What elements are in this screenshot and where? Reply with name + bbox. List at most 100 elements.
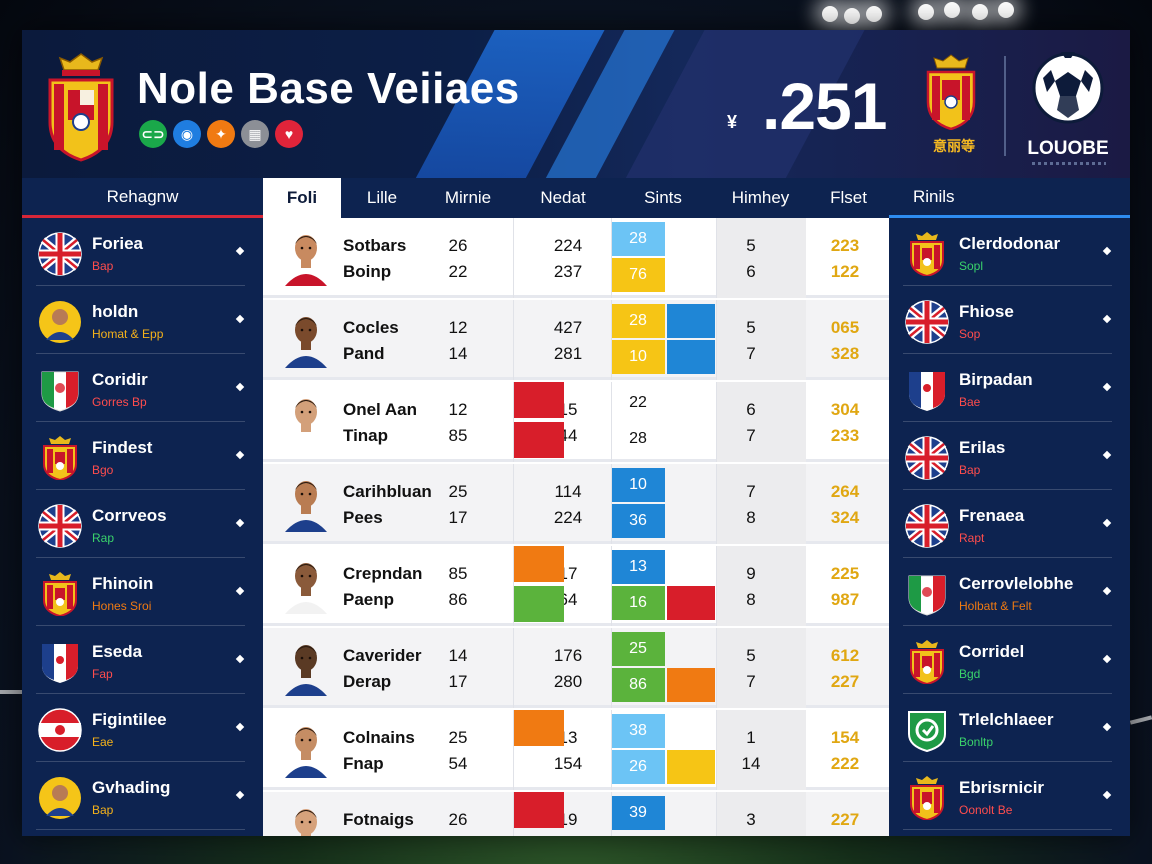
table-row[interactable]: Sotbars Boinp 26 22 224 237 5 6 223 122 28 76 [263, 218, 889, 298]
stat-block-right [667, 750, 715, 784]
left_list-item[interactable]: Figintilee Eae [22, 694, 263, 762]
expand-icon[interactable] [1102, 790, 1112, 800]
football-logo-icon[interactable] [1031, 48, 1105, 130]
stat-c: 7 [746, 426, 756, 445]
expand-icon[interactable] [235, 314, 245, 324]
column-divider [716, 546, 717, 626]
left_list-item[interactable]: Foriea Bap [22, 218, 263, 286]
expand-icon[interactable] [235, 586, 245, 596]
fire-icon[interactable]: ✦ [207, 120, 235, 148]
tab-sints[interactable]: Sints [644, 188, 682, 207]
right_list-item[interactable]: Trlelchlaeer Bonltp [889, 694, 1130, 762]
expand-icon[interactable] [1102, 382, 1112, 392]
right_list-item[interactable]: Ebrisrnicir Oonolt Be [889, 762, 1130, 830]
stat-d: 328 [830, 344, 860, 363]
expand-icon[interactable] [1102, 246, 1112, 256]
table-row[interactable]: Cocles Pand 12 14 427 281 5 7 065 328 28 10 [263, 300, 889, 380]
right_list-item[interactable]: Clerdodonar Sopl [889, 218, 1130, 286]
stat-block-right [667, 586, 715, 620]
stat-b: 114 [554, 482, 582, 501]
team-subtitle: Hones Sroi [92, 599, 152, 613]
tab-foli[interactable]: Foli [263, 178, 341, 218]
expand-icon[interactable] [1102, 654, 1112, 664]
table-row[interactable]: Fotnaigs 26 19 3 227 39 [263, 792, 889, 836]
right_list-item[interactable]: Corridel Bgd [889, 626, 1130, 694]
crest-caption: 意丽等 [933, 138, 975, 154]
stat-block: 10 [611, 340, 665, 374]
right_list-item[interactable]: Frenaea Rapt [889, 490, 1130, 558]
expand-icon[interactable] [1102, 518, 1112, 528]
right_list-item[interactable]: Erilas Bap [889, 422, 1130, 490]
link-icon[interactable]: ⊂⊃ [139, 120, 167, 148]
team-subtitle: Bap [92, 803, 114, 817]
left_list-item[interactable]: Eseda Fap [22, 626, 263, 694]
right_list-item[interactable]: Cerrovlelobhe Holbatt & Felt [889, 558, 1130, 626]
tab-nedat[interactable]: Nedat [540, 188, 586, 207]
column-header-bar: Rehagnw Foli Lille Mirnie Nedat Sints Himhey F… [22, 178, 1130, 218]
expand-icon[interactable] [235, 790, 245, 800]
team-name: Trlelchlaeer [959, 710, 1054, 729]
stat-block: 16 [611, 586, 665, 620]
stat-a: 12 [448, 318, 468, 337]
divider [1004, 56, 1006, 156]
crest-icon [910, 640, 944, 684]
expand-icon[interactable] [235, 382, 245, 392]
right_list-item[interactable]: Fhiose Sop [889, 286, 1130, 354]
globe-icon[interactable]: ◉ [173, 120, 201, 148]
left-list-header[interactable]: Rehagnw [22, 178, 263, 218]
left_list-item[interactable]: Gvhading Bap [22, 762, 263, 830]
right-list-header[interactable]: Rinils [889, 178, 1130, 218]
player-name: Colnains [343, 728, 415, 747]
team-name: Clerdodonar [959, 234, 1061, 253]
expand-icon[interactable] [235, 722, 245, 732]
green-badge-icon [908, 711, 946, 752]
stat-a: 85 [448, 564, 468, 583]
player-position: Pees [343, 508, 383, 527]
tab-himhey[interactable]: Himhey [731, 188, 790, 207]
table-row[interactable]: Colnains Fnap 25 54 13 154 1 14 154 222 38 26 [263, 710, 889, 790]
main-column-headers: Foli Lille Mirnie Nedat Sints Himhey Flset [263, 178, 889, 218]
stat-c: 7 [746, 672, 756, 691]
expand-icon[interactable] [1102, 314, 1112, 324]
stat-d: 324 [830, 508, 860, 527]
left_list-item[interactable]: Corrveos Rap [22, 490, 263, 558]
tab-flset[interactable]: Flset [830, 188, 867, 207]
player-avatar-icon [285, 645, 327, 696]
player-avatar-icon [285, 317, 327, 368]
table-row[interactable]: Caverider Derap 14 17 176 280 5 7 612 227 25 86 [263, 628, 889, 708]
stat-c: 8 [746, 508, 756, 527]
table-row[interactable]: Crepndan Paenp 85 86 17 64 9 8 225 987 13 16 [263, 546, 889, 626]
tab-lille[interactable]: Lille [366, 188, 398, 207]
stat-a: 85 [448, 426, 468, 445]
row-divider [903, 693, 1112, 694]
left_list-item[interactable]: Fhinoin Hones Sroi [22, 558, 263, 626]
row-divider [36, 421, 245, 422]
stat-b: 224 [553, 508, 583, 527]
expand-icon[interactable] [235, 450, 245, 460]
left_list-item[interactable]: holdn Homat & Epp [22, 286, 263, 354]
expand-icon[interactable] [235, 654, 245, 664]
table-row[interactable]: Onel Aan Tinap 12 85 15 44 6 7 304 233 22 28 [263, 382, 889, 462]
table-row[interactable]: Carihbluan Pees 25 17 114 224 7 8 264 324 10 36 [263, 464, 889, 544]
heart-icon[interactable]: ♥ [275, 120, 303, 148]
brand-underline [1032, 162, 1106, 165]
team-name: Ebrisrnicir [959, 778, 1045, 797]
expand-icon[interactable] [1102, 722, 1112, 732]
row-divider [903, 285, 1112, 286]
expand-icon[interactable] [235, 246, 245, 256]
score-value: .251 [762, 69, 887, 143]
tab-mirnie[interactable]: Mirnie [444, 188, 492, 207]
chart-icon[interactable]: ▦ [241, 120, 269, 148]
expand-icon[interactable] [1102, 586, 1112, 596]
team-name: Gvhading [92, 778, 171, 797]
team-subtitle: Eae [92, 735, 114, 749]
right_list-item[interactable]: Birpadan Bae [889, 354, 1130, 422]
player-name: Crepndan [343, 564, 423, 583]
left_list-item[interactable]: Findest Bgo [22, 422, 263, 490]
row-divider [903, 421, 1112, 422]
left_list-item[interactable]: Coridir Gorres Bp [22, 354, 263, 422]
expand-icon[interactable] [235, 518, 245, 528]
stat-c: 5 [746, 646, 756, 665]
stat-c: 6 [746, 262, 756, 281]
expand-icon[interactable] [1102, 450, 1112, 460]
